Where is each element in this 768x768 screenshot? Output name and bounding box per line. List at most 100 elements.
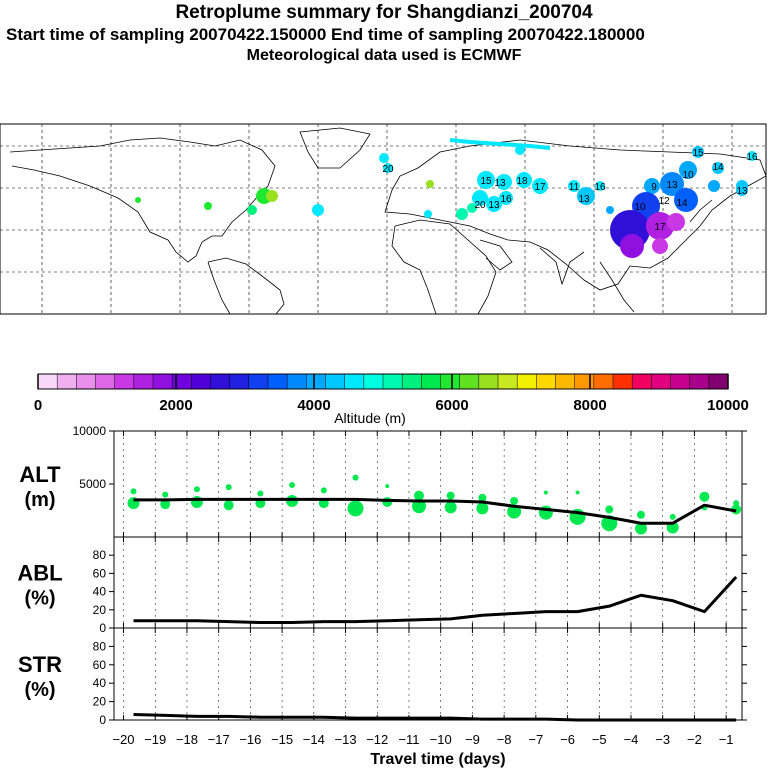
- colorbar-tick-label: 2000: [159, 397, 192, 414]
- plume-spot: [674, 188, 698, 212]
- altitude-marker: [352, 474, 359, 481]
- series-line-str: [133, 712, 737, 722]
- y-axis-unit: (%): [24, 588, 55, 610]
- africa-outline: [394, 219, 497, 315]
- altitude-marker: [225, 484, 232, 491]
- india-outline: [539, 247, 585, 286]
- colorbar-segment: [708, 374, 729, 389]
- colorbar-segment: [536, 374, 556, 389]
- y-tick-label: 20: [93, 695, 107, 709]
- colorbar-segment: [325, 374, 346, 389]
- altitude-marker: [320, 487, 327, 494]
- colorbar-segment: [268, 374, 288, 389]
- colorbar-segment: [38, 374, 58, 389]
- south-america-outline: [207, 257, 285, 315]
- colorbar-segment: [478, 374, 499, 389]
- met-data-subtitle: Meteorological data used is ECMWF: [246, 47, 522, 64]
- x-tick-label: −12: [366, 732, 388, 747]
- altitude-marker: [289, 482, 296, 489]
- y-tick-label: 80: [93, 639, 107, 653]
- altitude-marker: [286, 494, 299, 507]
- plume-spot: [456, 208, 468, 220]
- plume-spot: [595, 181, 605, 191]
- colorbar-segment: [555, 374, 576, 389]
- altitude-marker: [699, 491, 710, 502]
- y-axis-label: ALT: [19, 462, 61, 487]
- x-tick-label: −6: [560, 732, 575, 747]
- plume-label: 16: [594, 182, 606, 193]
- panel-abl: 0 20 40 60 80 ABL(%): [17, 536, 747, 635]
- x-tick-label: −14: [303, 732, 325, 747]
- x-tick-label: −1: [719, 732, 734, 747]
- plume-spot: [516, 172, 532, 188]
- plume-label: 12: [658, 196, 670, 207]
- plume-trail: [449, 138, 551, 150]
- y-tick-label: 40: [93, 676, 107, 690]
- altitude-marker: [605, 505, 614, 514]
- colorbar-segment: [402, 374, 422, 389]
- sampling-time-subtitle: Start time of sampling 20070422.150000 E…: [6, 25, 645, 44]
- southeast-asia-outline: [599, 261, 635, 313]
- plume-label: 13: [494, 178, 506, 189]
- plume-spot: [679, 161, 697, 179]
- colorbar-segment: [172, 374, 192, 389]
- plume-label: 15: [480, 176, 492, 187]
- altitude-marker: [385, 484, 390, 489]
- africa-west-coast: [391, 225, 437, 315]
- y-tick-label: 0: [99, 713, 106, 727]
- colorbar-segment: [95, 374, 116, 389]
- colorbar-tick-label: 10000: [707, 397, 749, 414]
- plume-spot: [247, 205, 257, 215]
- colorbar-segment: [651, 374, 671, 389]
- colorbar-segment: [344, 374, 365, 389]
- plume-spot: [606, 206, 614, 214]
- colorbar-tick-label: 4000: [297, 397, 330, 414]
- y-axis-label: STR: [18, 652, 62, 677]
- y-tick-label: 0: [99, 621, 106, 635]
- altitude-marker: [130, 488, 137, 495]
- plume-label: 16: [746, 152, 758, 163]
- altitude-marker: [413, 490, 424, 501]
- greenland-outline: [299, 127, 371, 169]
- plume-label: 20: [474, 200, 486, 211]
- x-tick-label: −8: [497, 732, 512, 747]
- colorbar-axis-label: Altitude (m): [334, 410, 406, 426]
- altitude-marker: [193, 486, 200, 493]
- colorbar-segment: [498, 374, 518, 389]
- panel-frame: [113, 430, 743, 538]
- plume-spot: [577, 187, 595, 205]
- x-tick-label: −7: [528, 732, 543, 747]
- altitude-marker: [634, 522, 647, 535]
- plume-spot: [472, 190, 488, 206]
- y-tick-label: 20: [93, 603, 107, 617]
- plume-spot: [477, 171, 495, 189]
- plume-label: 13: [736, 186, 748, 197]
- colorbar-segment: [421, 374, 441, 389]
- altitude-colorbar: 0 2000 4000 6000 8000 10000 Altitude (m): [34, 373, 749, 426]
- altitude-marker: [190, 496, 203, 509]
- altitude-marker: [543, 490, 548, 495]
- colorbar-segment: [670, 374, 691, 389]
- colorbar-segment: [459, 374, 480, 389]
- y-axis-label: ABL: [17, 561, 62, 586]
- altitude-marker: [636, 510, 645, 519]
- colorbar-segment: [76, 374, 96, 389]
- plume-spot: [486, 196, 502, 212]
- plume-label: 10: [682, 170, 694, 181]
- plume-spot: [532, 178, 548, 194]
- arabia-outline: [479, 239, 513, 271]
- x-tick-label: −3: [655, 732, 670, 747]
- y-tick-label: 80: [93, 548, 107, 562]
- colorbar-segment: [632, 374, 652, 389]
- plume-spot: [736, 184, 748, 196]
- plume-label: 17: [654, 222, 666, 233]
- x-tick-label: −19: [144, 732, 166, 747]
- altitude-marker: [347, 500, 364, 517]
- altitude-marker: [223, 500, 234, 511]
- plume-label: 10: [634, 202, 646, 213]
- colorbar-segment: [440, 374, 461, 389]
